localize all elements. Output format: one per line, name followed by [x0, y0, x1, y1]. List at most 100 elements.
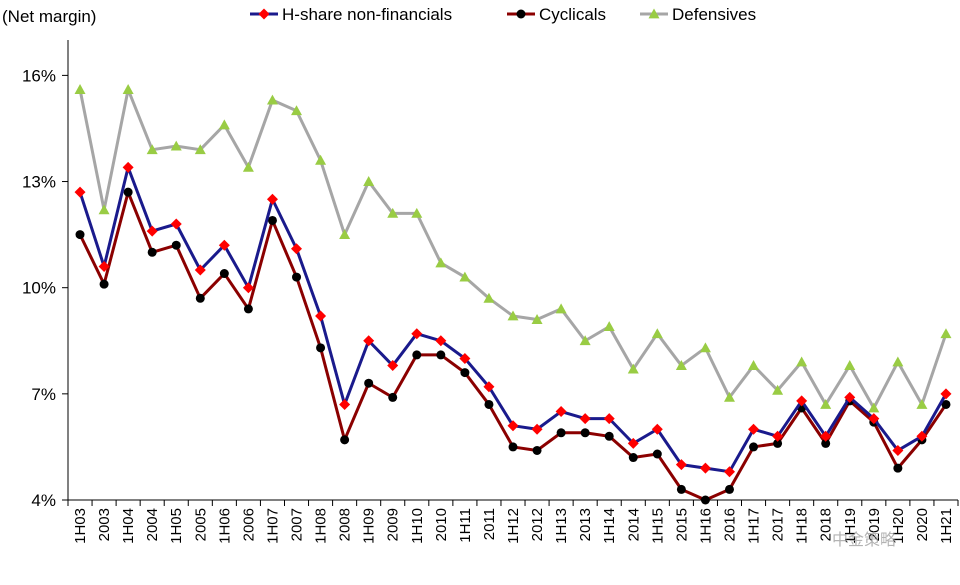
data-point-h-share-non-financials	[363, 335, 375, 347]
legend-swatch-marker	[258, 8, 270, 20]
data-point-defensives	[291, 105, 303, 116]
data-point-cyclicals	[484, 399, 494, 409]
y-tick-label: 7%	[31, 385, 56, 404]
data-point-defensives	[507, 310, 519, 321]
data-point-defensives	[363, 176, 375, 186]
data-point-cyclicals	[195, 293, 205, 303]
data-point-h-share-non-financials	[98, 260, 110, 272]
data-point-defensives	[748, 360, 760, 370]
x-tick-label: 2003	[96, 508, 113, 541]
x-tick-label: 1H08	[313, 508, 330, 544]
data-point-defensives	[242, 161, 254, 172]
data-point-h-share-non-financials	[411, 328, 423, 340]
data-point-h-share-non-financials	[868, 413, 880, 425]
data-point-cyclicals	[123, 187, 133, 197]
data-point-defensives	[459, 271, 471, 282]
series-layer	[74, 84, 952, 505]
x-tick-label: 2005	[192, 508, 209, 541]
x-tick-label: 1H21	[938, 508, 955, 544]
data-point-cyclicals	[652, 449, 662, 459]
data-point-h-share-non-financials	[603, 413, 615, 425]
data-point-h-share-non-financials	[146, 225, 158, 237]
series-line-defensives	[78, 88, 948, 410]
data-point-h-share-non-financials	[627, 437, 639, 449]
y-tick-label: 16%	[22, 66, 56, 85]
data-point-cyclicals	[99, 279, 109, 289]
data-point-defensives	[411, 207, 423, 218]
legend-entry-h-share-non-financials: H-share non-financials	[250, 5, 452, 24]
data-point-defensives	[916, 398, 928, 409]
x-tick-label: 2019	[866, 508, 883, 541]
series-defensives	[74, 84, 952, 413]
data-point-cyclicals	[556, 428, 566, 438]
chart-legend: H-share non-financials Cyclicals Defensive…	[250, 5, 756, 24]
data-point-cyclicals	[243, 304, 253, 314]
data-point-cyclicals	[749, 442, 759, 452]
data-point-h-share-non-financials	[579, 413, 591, 425]
data-point-cyclicals	[628, 453, 638, 463]
x-tick-label: 1H11	[457, 508, 474, 543]
data-point-cyclicals	[724, 484, 734, 494]
data-point-cyclicals	[436, 350, 446, 360]
data-point-defensives	[844, 360, 856, 370]
x-tick-label: 1H16	[697, 508, 714, 544]
x-tick-label: 2007	[289, 508, 306, 541]
x-tick-label: 2015	[673, 508, 690, 541]
data-point-h-share-non-financials	[459, 352, 471, 364]
x-tick-label: 2020	[914, 508, 931, 541]
x-tick-label: 2012	[529, 508, 546, 541]
data-point-h-share-non-financials	[699, 462, 711, 474]
legend-swatch-marker	[648, 8, 660, 19]
data-point-h-share-non-financials	[435, 335, 447, 347]
data-point-cyclicals	[893, 463, 903, 473]
data-point-h-share-non-financials	[916, 430, 928, 442]
data-point-h-share-non-financials	[748, 423, 760, 435]
x-tick-label: 2011	[481, 508, 498, 540]
data-point-defensives	[627, 363, 639, 374]
x-tick-label: 1H03	[72, 508, 89, 544]
data-point-h-share-non-financials	[170, 218, 182, 230]
data-point-h-share-non-financials	[266, 193, 278, 205]
data-point-defensives	[483, 292, 495, 303]
data-point-h-share-non-financials	[772, 430, 784, 442]
data-point-defensives	[170, 140, 182, 151]
data-point-defensives	[194, 144, 206, 155]
data-point-cyclicals	[604, 431, 614, 441]
data-point-h-share-non-financials	[675, 459, 687, 471]
x-tick-label: 2016	[721, 508, 738, 541]
series-h-share-non-financials	[74, 161, 952, 478]
x-tick-label: 1H17	[746, 508, 763, 544]
data-point-cyclicals	[316, 343, 326, 353]
legend-label: Cyclicals	[539, 5, 606, 24]
data-point-defensives	[98, 204, 110, 215]
data-point-h-share-non-financials	[844, 391, 856, 403]
data-point-cyclicals	[340, 435, 350, 445]
data-point-defensives	[675, 360, 687, 370]
data-point-defensives	[315, 154, 327, 165]
data-point-defensives	[146, 144, 158, 155]
data-point-h-share-non-financials	[74, 186, 86, 198]
x-tick-label: 2004	[144, 508, 161, 541]
data-point-h-share-non-financials	[242, 282, 254, 294]
legend-entry-defensives: Defensives	[640, 5, 756, 24]
data-point-h-share-non-financials	[531, 423, 543, 435]
x-tick-label: 1H13	[553, 508, 570, 544]
data-point-defensives	[531, 314, 543, 324]
data-point-cyclicals	[532, 445, 542, 455]
x-tick-label: 1H09	[361, 508, 378, 544]
data-point-defensives	[699, 342, 711, 353]
data-point-cyclicals	[460, 368, 470, 378]
data-point-cyclicals	[388, 392, 398, 402]
data-point-h-share-non-financials	[315, 310, 327, 322]
data-point-cyclicals	[821, 438, 831, 448]
x-tick-label: 2014	[625, 508, 642, 541]
legend-label: Defensives	[672, 5, 756, 24]
data-point-cyclicals	[508, 442, 518, 452]
x-tick-label: 1H07	[264, 508, 281, 544]
x-tick-label: 1H20	[890, 508, 907, 544]
legend-label: H-share non-financials	[282, 5, 452, 24]
x-tick-label: 2009	[385, 508, 402, 541]
x-tick-label: 2006	[240, 508, 257, 541]
legend-entry-cyclicals: Cyclicals	[507, 5, 606, 24]
